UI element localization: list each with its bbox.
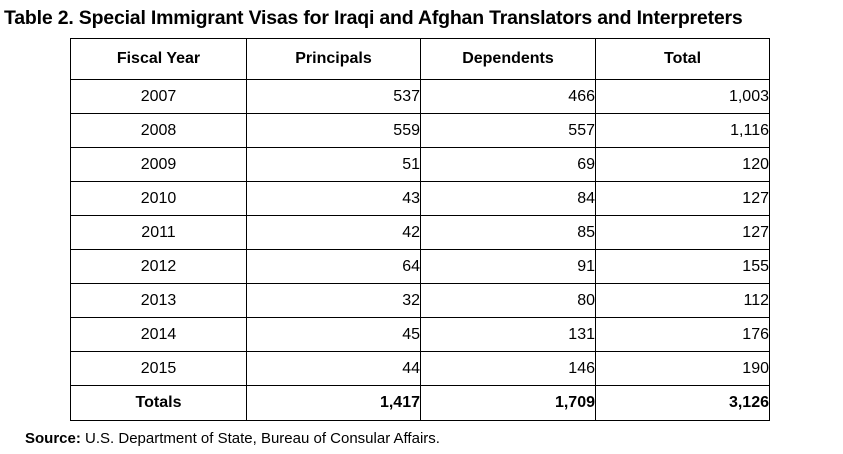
cell-principals: 537 [246,79,421,114]
cell-dependents: 466 [420,79,596,114]
cell-total: 155 [595,249,770,284]
header-dependents: Dependents [420,38,596,80]
cell-principals: 42 [246,215,421,250]
table-row: 2008 559 557 1,116 [70,113,770,148]
cell-principals: 64 [246,249,421,284]
cell-principals: 44 [246,351,421,386]
cell-total: 1,116 [595,113,770,148]
cell-principals: 32 [246,283,421,318]
table-row: 2011 42 85 127 [70,215,770,250]
table-row: 2012 64 91 155 [70,249,770,284]
cell-year: 2013 [70,283,247,318]
cell-dependents: 91 [420,249,596,284]
header-fiscal-year: Fiscal Year [70,38,247,80]
cell-dependents: 131 [420,317,596,352]
totals-total: 3,126 [595,385,770,421]
cell-year: 2011 [70,215,247,250]
cell-year: 2015 [70,351,247,386]
header-row: Fiscal Year Principals Dependents Total [70,38,770,80]
cell-principals: 559 [246,113,421,148]
cell-dependents: 146 [420,351,596,386]
table-row: 2009 51 69 120 [70,147,770,182]
cell-dependents: 69 [420,147,596,182]
cell-dependents: 80 [420,283,596,318]
visa-table: Fiscal Year Principals Dependents Total … [70,38,770,421]
totals-label: Totals [70,385,247,421]
cell-year: 2008 [70,113,247,148]
cell-total: 112 [595,283,770,318]
source-note: Source: U.S. Department of State, Bureau… [25,430,440,448]
cell-year: 2012 [70,249,247,284]
cell-dependents: 557 [420,113,596,148]
cell-total: 1,003 [595,79,770,114]
cell-principals: 51 [246,147,421,182]
totals-row: Totals 1,417 1,709 3,126 [70,385,770,421]
source-label: Source: [25,430,81,447]
table-row: 2007 537 466 1,003 [70,79,770,114]
totals-dependents: 1,709 [420,385,596,421]
cell-principals: 43 [246,181,421,216]
cell-total: 190 [595,351,770,386]
cell-dependents: 84 [420,181,596,216]
cell-principals: 45 [246,317,421,352]
cell-year: 2010 [70,181,247,216]
header-principals: Principals [246,38,421,80]
cell-dependents: 85 [420,215,596,250]
table-row: 2014 45 131 176 [70,317,770,352]
source-text: U.S. Department of State, Bureau of Cons… [85,430,440,447]
table-title: Table 2. Special Immigrant Visas for Ira… [4,7,743,29]
table-row: 2010 43 84 127 [70,181,770,216]
totals-principals: 1,417 [246,385,421,421]
cell-year: 2007 [70,79,247,114]
cell-total: 120 [595,147,770,182]
cell-total: 127 [595,215,770,250]
cell-total: 176 [595,317,770,352]
cell-year: 2009 [70,147,247,182]
header-total: Total [595,38,770,80]
table-row: 2013 32 80 112 [70,283,770,318]
cell-year: 2014 [70,317,247,352]
table-row: 2015 44 146 190 [70,351,770,386]
cell-total: 127 [595,181,770,216]
